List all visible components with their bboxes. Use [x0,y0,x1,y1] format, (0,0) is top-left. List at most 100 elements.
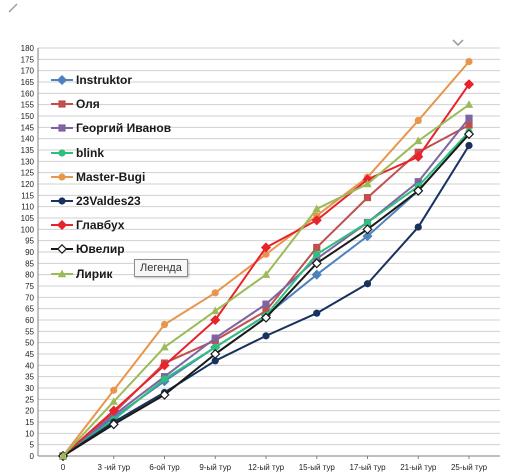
y-tick-label: 70 [25,293,34,302]
y-tick-label: 180 [21,44,35,53]
data-point [311,269,322,280]
data-point [210,314,221,326]
legend-label: Лирик [76,266,113,281]
x-tick-label: 3 -ий тур [97,463,130,472]
data-point [363,218,372,227]
data-point [311,215,322,226]
data-point [160,342,169,351]
legend-swatch [51,197,73,205]
data-point [465,114,473,122]
legend-swatch [51,244,73,255]
data-point [108,419,119,430]
y-tick-label: 10 [25,429,34,438]
data-point [110,386,118,394]
corner-handle-icon[interactable] [8,3,18,13]
data-point [363,280,372,288]
data-point [312,204,321,213]
y-tick-label: 90 [25,248,34,257]
x-tick-label: 17-ый тур [349,463,386,472]
legend-item[interactable]: Master-Bugi [50,165,180,189]
data-point [211,306,220,315]
x-tick-label: 9-ый тур [199,463,231,472]
data-point [108,405,119,416]
y-tick-label: 80 [25,271,34,280]
y-tick-label: 170 [21,67,35,76]
data-point [311,258,322,269]
y-tick-label: 105 [21,214,35,223]
data-point [211,289,219,297]
legend-item[interactable]: 23Valdes23 [50,189,180,213]
y-tick-label: 175 [21,55,35,64]
x-tick-label: 21-ый тур [400,463,437,472]
y-tick-label: 155 [21,101,35,110]
data-point [211,334,219,342]
y-tick-label: 45 [25,350,34,359]
legend-item[interactable]: Ювелир [50,237,180,261]
legend-swatch [51,269,73,277]
data-point [262,250,270,258]
y-tick-label: 100 [21,225,35,234]
legend-marker [58,149,66,157]
legend-swatch [51,220,73,231]
y-tick-label: 135 [21,146,35,155]
y-tick-label: 20 [25,407,34,416]
y-tick-label: 65 [25,305,34,314]
data-point [160,375,169,383]
x-tick-label: 12-ый тур [248,463,285,472]
data-point [211,357,219,365]
legend-swatch [51,75,73,86]
legend-item[interactable]: blink [50,141,180,165]
data-point [414,136,423,145]
y-tick-label: 55 [25,327,34,336]
chevron-down-icon[interactable] [451,38,465,48]
legend-item[interactable]: Оля [50,92,180,116]
y-tick-label: 150 [21,112,35,121]
legend-marker [56,244,68,255]
data-point [260,312,272,323]
legend-label: Георгий Иванов [76,121,172,136]
data-point [414,116,422,125]
legend-item[interactable]: Главбух [50,213,180,237]
y-tick-label: 145 [21,123,35,132]
legend-label: blink [76,145,105,160]
legend-item[interactable]: Лирик [50,262,180,286]
y-tick-label: 115 [21,191,34,200]
data-point [159,360,170,371]
legend-item[interactable]: Георгий Иванов [50,116,180,140]
data-point [413,151,424,162]
data-point [313,250,321,258]
legend-marker [58,197,66,205]
legend-label: Главбух [76,218,125,233]
data-point [262,332,270,340]
data-point [465,121,473,129]
legend-swatch [51,100,73,108]
data-point [363,179,372,188]
legend-item[interactable]: Instruktor [50,68,180,92]
y-tick-label: 130 [21,157,35,166]
legend-marker [58,173,66,181]
legend-marker [56,75,68,86]
y-tick-label: 85 [25,259,34,268]
data-point [463,129,475,140]
x-tick-label: 15-ый тур [299,463,336,472]
data-point [260,242,272,253]
legend-marker [58,124,66,133]
x-tick-label: 25-ый тур [451,463,488,472]
y-tick-label: 95 [25,237,34,246]
legend-marker [56,220,68,231]
legend-marker [58,100,66,108]
data-point [261,270,271,278]
y-tick-label: 40 [25,361,34,370]
y-tick-label: 75 [25,282,34,291]
chart-legend[interactable]: Instruktor Оля Георгий Иванов blink Master-B… [50,68,180,286]
data-point [464,100,474,108]
data-point [414,178,422,186]
data-point [363,194,372,202]
y-tick-label: 120 [21,180,35,189]
legend-label: Master-Bugi [76,169,146,184]
y-tick-label: 165 [21,78,35,87]
data-point [160,320,169,329]
legend-swatch [51,124,73,133]
data-point [210,348,221,360]
